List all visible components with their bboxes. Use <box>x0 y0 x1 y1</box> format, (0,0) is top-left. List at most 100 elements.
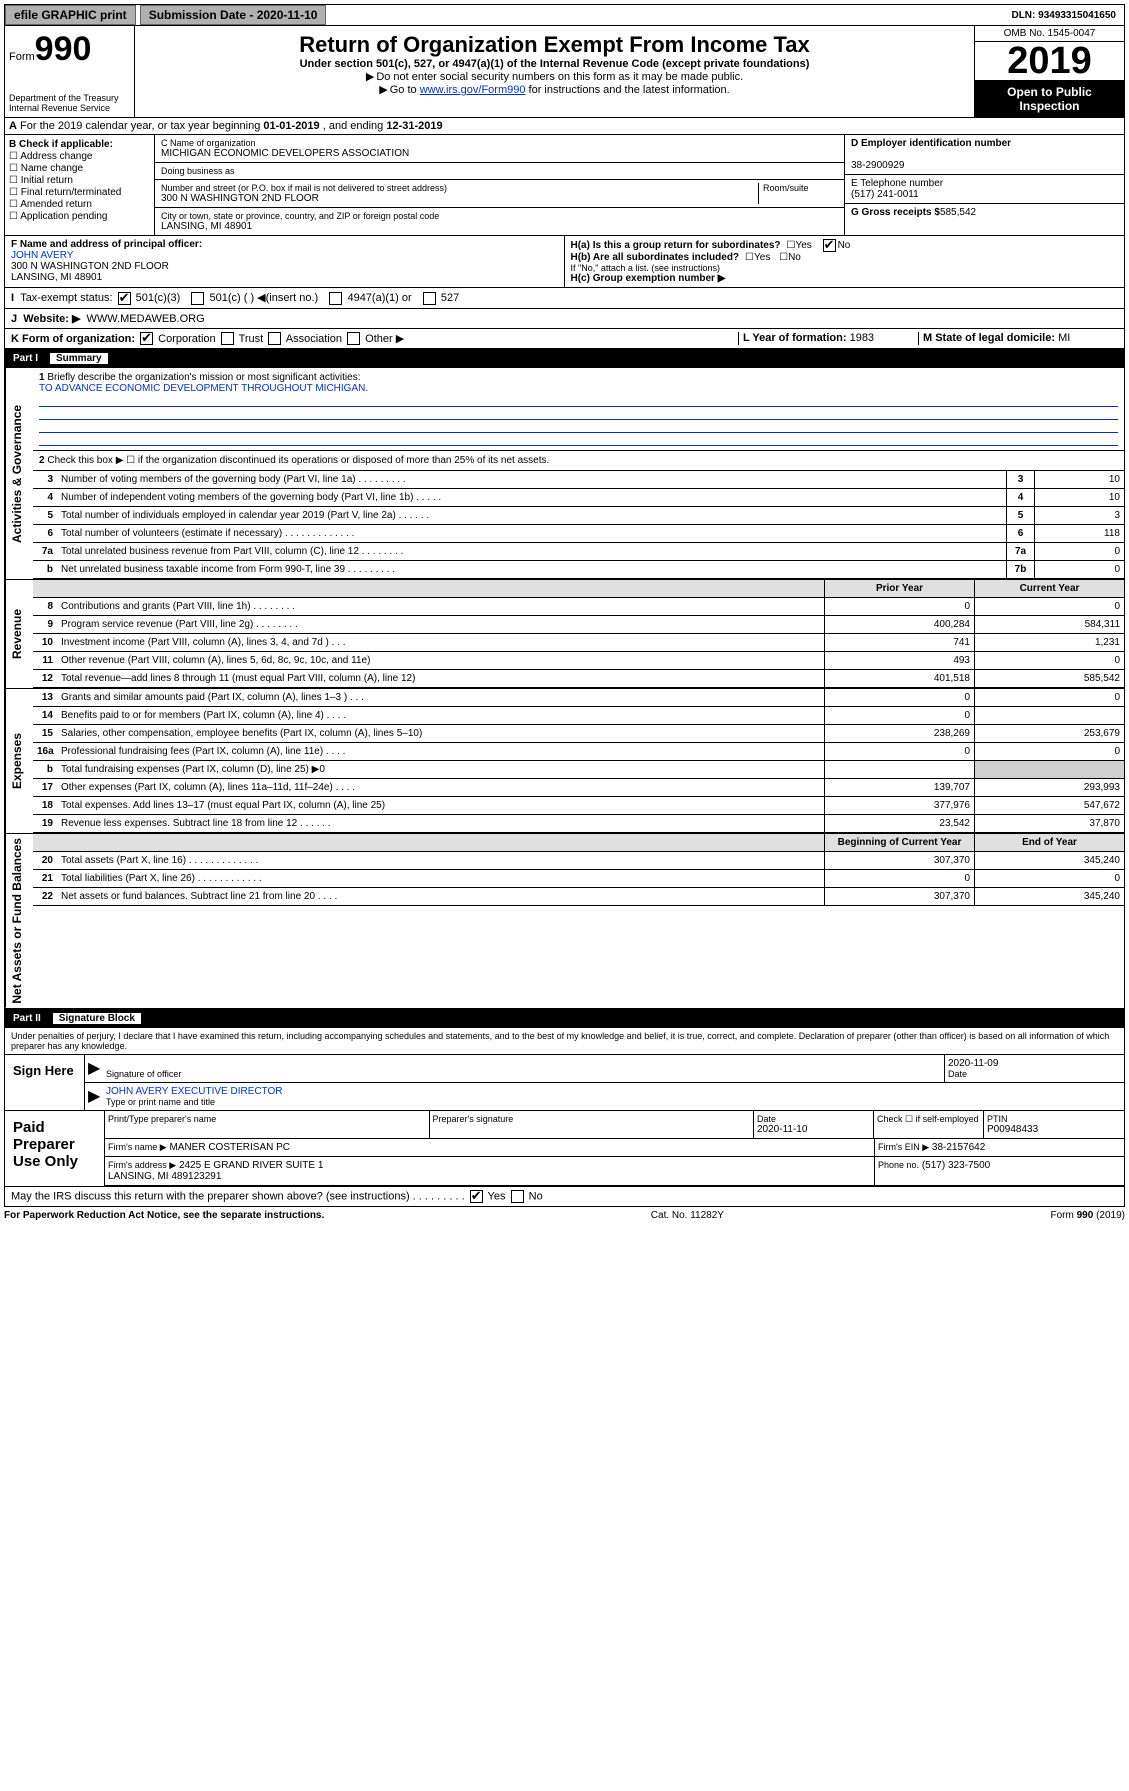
title-box: Return of Organization Exempt From Incom… <box>135 26 974 117</box>
prep-date: 2020-11-10 <box>757 1124 807 1135</box>
dln: DLN: 93493315041650 <box>1003 8 1124 23</box>
na-line-21: 21Total liabilities (Part X, line 26) . … <box>33 870 1124 888</box>
preparer-label: Paid Preparer Use Only <box>5 1111 105 1186</box>
section-h: H(a) Is this a group return for subordin… <box>565 236 1125 287</box>
sign-date: 2020-11-09 <box>948 1058 1121 1069</box>
domicile: MI <box>1058 332 1070 344</box>
chk-501c3[interactable] <box>118 292 131 305</box>
chk-4947[interactable] <box>329 292 342 305</box>
h-a-yes[interactable]: ☐Yes <box>787 240 812 251</box>
chk-amended[interactable]: ☐ Amended return <box>9 199 150 210</box>
revenue-label: Revenue <box>5 580 33 688</box>
q1-mission: 1 Briefly describe the organization's mi… <box>33 368 1124 451</box>
sig-row-2: ▶ JOHN AVERY EXECUTIVE DIRECTORType or p… <box>85 1083 1124 1110</box>
governance-section: Activities & Governance 1 Briefly descri… <box>4 368 1125 580</box>
dba-cell: Doing business as <box>155 163 844 180</box>
mission-text: TO ADVANCE ECONOMIC DEVELOPMENT THROUGHO… <box>39 383 368 394</box>
na-line-20: 20Total assets (Part X, line 16) . . . .… <box>33 852 1124 870</box>
submission-date: Submission Date - 2020-11-10 <box>140 5 327 25</box>
exp-line-13: 13Grants and similar amounts paid (Part … <box>33 689 1124 707</box>
section-c: C Name of organization MICHIGAN ECONOMIC… <box>155 135 844 235</box>
h-b-no[interactable]: ☐No <box>779 252 801 263</box>
netassets-label: Net Assets or Fund Balances <box>5 834 33 1008</box>
netassets-section: Net Assets or Fund Balances Beginning of… <box>4 834 1125 1009</box>
website: WWW.MEDAWEB.ORG <box>87 313 205 325</box>
revenue-head: Prior YearCurrent Year <box>33 580 1124 598</box>
sign-label: Sign Here <box>5 1055 85 1110</box>
discuss-row: May the IRS discuss this return with the… <box>4 1187 1125 1207</box>
chk-trust[interactable] <box>221 332 234 345</box>
ein-cell: D Employer identification number 38-2900… <box>845 135 1124 175</box>
chk-corp[interactable] <box>140 332 153 345</box>
paid-preparer: Paid Preparer Use Only Print/Type prepar… <box>4 1111 1125 1187</box>
firm-addr-row: Firm's address ▶ 2425 E GRAND RIVER SUIT… <box>105 1157 1124 1186</box>
ptin: P00948433 <box>987 1124 1038 1135</box>
declaration: Under penalties of perjury, I declare th… <box>4 1028 1125 1055</box>
note-link: Go to www.irs.gov/Form990 for instructio… <box>141 83 968 96</box>
officer-name: JOHN AVERY <box>11 250 73 261</box>
paperwork-notice: For Paperwork Reduction Act Notice, see … <box>4 1210 324 1221</box>
firm-row: Firm's name ▶ MANER COSTERISAN PC Firm's… <box>105 1139 1124 1157</box>
ein: 38-2900929 <box>851 160 904 171</box>
b-label: B Check if applicable: <box>9 139 150 150</box>
arrow-icon: ▶ <box>85 1083 103 1110</box>
h-a-no[interactable]: No <box>821 239 851 252</box>
exp-line-15: 15Salaries, other compensation, employee… <box>33 725 1124 743</box>
gov-line-3: 3Number of voting members of the governi… <box>33 471 1124 489</box>
na-line-22: 22Net assets or fund balances. Subtract … <box>33 888 1124 906</box>
form-ref: Form 990 (2019) <box>1051 1210 1125 1221</box>
firm-phone: (517) 323-7500 <box>922 1160 990 1171</box>
discuss-yes[interactable] <box>470 1190 483 1203</box>
section-k-l-m: K Form of organization: Corporation Trus… <box>4 329 1125 350</box>
city-cell: City or town, state or province, country… <box>155 208 844 235</box>
org-name: MICHIGAN ECONOMIC DEVELOPERS ASSOCIATION <box>161 148 838 159</box>
gov-line-5: 5Total number of individuals employed in… <box>33 507 1124 525</box>
h-b-yes[interactable]: ☐Yes <box>745 252 770 263</box>
officer-addr: 300 N WASHINGTON 2ND FLOOR LANSING, MI 4… <box>11 261 169 283</box>
chk-final[interactable]: ☐ Final return/terminated <box>9 187 150 198</box>
efile-btn[interactable]: efile GRAPHIC print <box>5 5 136 25</box>
section-i: I Tax-exempt status: 501(c)(3) 501(c) ( … <box>4 288 1125 309</box>
q2: 2 Check this box ▶ ☐ if the organization… <box>33 451 1124 471</box>
org-name-cell: C Name of organization MICHIGAN ECONOMIC… <box>155 135 844 163</box>
chk-527[interactable] <box>423 292 436 305</box>
gov-line-7a: 7aTotal unrelated business revenue from … <box>33 543 1124 561</box>
exp-line-19: 19Revenue less expenses. Subtract line 1… <box>33 815 1124 833</box>
officer-print-name: JOHN AVERY EXECUTIVE DIRECTOR <box>106 1086 941 1097</box>
chk-other[interactable] <box>347 332 360 345</box>
form-number-box: Form990 Department of the Treasury Inter… <box>5 26 135 117</box>
form-title: Return of Organization Exempt From Incom… <box>141 32 968 58</box>
chk-name[interactable]: ☐ Name change <box>9 163 150 174</box>
chk-address[interactable]: ☐ Address change <box>9 151 150 162</box>
exp-line-14: 14Benefits paid to or for members (Part … <box>33 707 1124 725</box>
chk-assoc[interactable] <box>268 332 281 345</box>
phone: (517) 241-0011 <box>851 189 919 200</box>
note-ssn: Do not enter social security numbers on … <box>141 70 968 83</box>
rev-line-9: 9Program service revenue (Part VIII, lin… <box>33 616 1124 634</box>
subtitle: Under section 501(c), 527, or 4947(a)(1)… <box>141 58 968 70</box>
year-box: OMB No. 1545-0047 2019 Open to Public In… <box>974 26 1124 117</box>
chk-initial[interactable]: ☐ Initial return <box>9 175 150 186</box>
netassets-head: Beginning of Current YearEnd of Year <box>33 834 1124 852</box>
exp-line-17: 17Other expenses (Part IX, column (A), l… <box>33 779 1124 797</box>
self-employed-chk[interactable]: Check ☐ if self-employed <box>874 1111 984 1139</box>
gov-line-4: 4Number of independent voting members of… <box>33 489 1124 507</box>
chk-501c[interactable] <box>191 292 204 305</box>
chk-pending[interactable]: ☐ Application pending <box>9 211 150 222</box>
exp-line-16a: 16aProfessional fundraising fees (Part I… <box>33 743 1124 761</box>
rev-line-8: 8Contributions and grants (Part VIII, li… <box>33 598 1124 616</box>
governance-label: Activities & Governance <box>5 368 33 579</box>
identity-grid: B Check if applicable: ☐ Address change … <box>4 135 1125 236</box>
gross-receipts: 585,542 <box>940 207 976 218</box>
form-header: Form990 Department of the Treasury Inter… <box>4 26 1125 118</box>
sign-here: Sign Here ▶ Signature of officer 2020-11… <box>4 1055 1125 1111</box>
rev-line-10: 10Investment income (Part VIII, column (… <box>33 634 1124 652</box>
firm-name: MANER COSTERISAN PC <box>169 1142 290 1153</box>
arrow-icon: ▶ <box>85 1055 103 1082</box>
section-f-h: F Name and address of principal officer:… <box>4 236 1125 288</box>
footer: For Paperwork Reduction Act Notice, see … <box>4 1207 1125 1224</box>
section-d-e-g: D Employer identification number 38-2900… <box>844 135 1124 235</box>
section-f: F Name and address of principal officer:… <box>5 236 565 287</box>
irs-link[interactable]: www.irs.gov/Form990 <box>420 84 526 96</box>
discuss-no[interactable] <box>511 1190 524 1203</box>
